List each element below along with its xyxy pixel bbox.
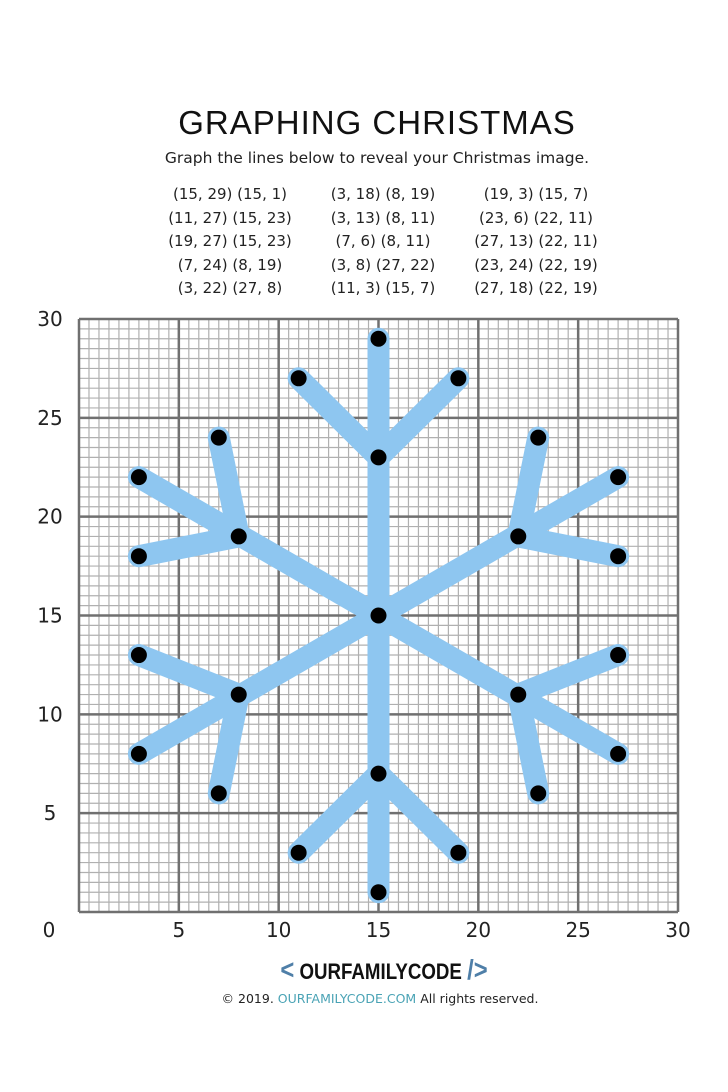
y-tick-label: 10 <box>37 702 62 726</box>
site-link[interactable]: OURFAMILYCODE.COM <box>277 991 417 1006</box>
instruction: (3, 8) (27, 22) <box>330 255 436 274</box>
data-point <box>610 647 627 664</box>
instruction: (7, 24) (8, 19) <box>177 255 283 274</box>
instruction: (19, 27) (15, 23) <box>168 232 292 250</box>
instruction: (3, 22) (27, 8) <box>177 279 283 297</box>
x-tick-label: 0 <box>43 918 56 942</box>
data-point <box>210 785 227 802</box>
data-point <box>370 330 387 347</box>
logo: < OURFAMILYCODE /> <box>280 954 488 985</box>
x-tick-label: 5 <box>172 918 185 942</box>
data-point <box>130 548 147 565</box>
snowflake-segment <box>507 683 550 805</box>
instruction: (27, 13) (22, 11) <box>474 232 598 250</box>
x-tick-label: 15 <box>366 918 391 942</box>
instruction-column-2: (3, 18) (8, 19) (3, 13) (8, 11) (7, 6) (… <box>283 183 483 301</box>
x-tick-label: 10 <box>266 918 291 942</box>
snowflake-segment <box>127 525 250 568</box>
data-point <box>450 370 467 387</box>
snowflake-segment <box>127 644 250 706</box>
copyright: © 2019. OURFAMILYCODE.COM All rights res… <box>221 991 539 1006</box>
snowflake-segment <box>287 762 390 864</box>
instruction: (3, 18) (8, 19) <box>330 185 436 203</box>
y-tick-label: 30 <box>37 307 62 331</box>
instruction: (27, 18) (22, 19) <box>474 279 598 297</box>
data-point <box>610 745 627 762</box>
snowflake-segment <box>507 426 550 548</box>
snowflake-segment <box>367 762 470 864</box>
y-tick-label: 15 <box>37 604 62 628</box>
data-point <box>290 370 307 387</box>
y-tick-label: 5 <box>44 801 57 825</box>
page-title: GRAPHING CHRISTMAS <box>178 104 576 141</box>
snowflake-segment <box>507 525 630 568</box>
x-tick-label: 25 <box>565 918 590 942</box>
data-point <box>130 469 147 486</box>
snowflake-segment <box>207 683 250 805</box>
data-point <box>610 548 627 565</box>
data-point <box>290 844 307 861</box>
instruction: (23, 6) (22, 11) <box>478 208 594 227</box>
data-point <box>450 844 467 861</box>
data-point <box>230 528 247 545</box>
snowflake-segment <box>207 426 250 548</box>
x-tick-label: 20 <box>466 918 491 942</box>
subtitle: Graph the lines below to reveal your Chr… <box>164 149 590 167</box>
data-point <box>510 686 527 703</box>
instruction: (23, 24) (22, 19) <box>474 255 598 274</box>
data-point <box>230 686 247 703</box>
data-point <box>130 745 147 762</box>
instruction: (15, 29) (15, 1) <box>172 185 288 203</box>
snowflake-segment <box>507 644 630 706</box>
x-tick-label: 30 <box>665 918 690 942</box>
data-point <box>130 647 147 664</box>
snowflake-segment <box>287 367 390 469</box>
instruction: (11, 3) (15, 7) <box>330 279 436 297</box>
instruction-column-1: (15, 29) (15, 1) (11, 27) (15, 23) (19, … <box>130 183 330 301</box>
snowflake-segment <box>367 367 470 469</box>
instruction: (3, 13) (8, 11) <box>330 208 436 227</box>
data-point <box>210 429 227 446</box>
data-point <box>530 429 547 446</box>
data-point <box>370 884 387 901</box>
data-point <box>510 528 527 545</box>
data-point <box>370 607 387 624</box>
instruction: (11, 27) (15, 23) <box>168 208 292 227</box>
instruction: (19, 3) (15, 7) <box>483 185 589 203</box>
data-point <box>370 449 387 466</box>
y-tick-label: 25 <box>37 406 62 430</box>
instruction: (7, 6) (8, 11) <box>335 232 431 250</box>
data-point <box>610 469 627 486</box>
instruction-column-3: (19, 3) (15, 7) (23, 6) (22, 11) (27, 13… <box>436 183 636 301</box>
data-point <box>530 785 547 802</box>
data-point <box>370 765 387 782</box>
y-tick-label: 20 <box>37 505 62 529</box>
